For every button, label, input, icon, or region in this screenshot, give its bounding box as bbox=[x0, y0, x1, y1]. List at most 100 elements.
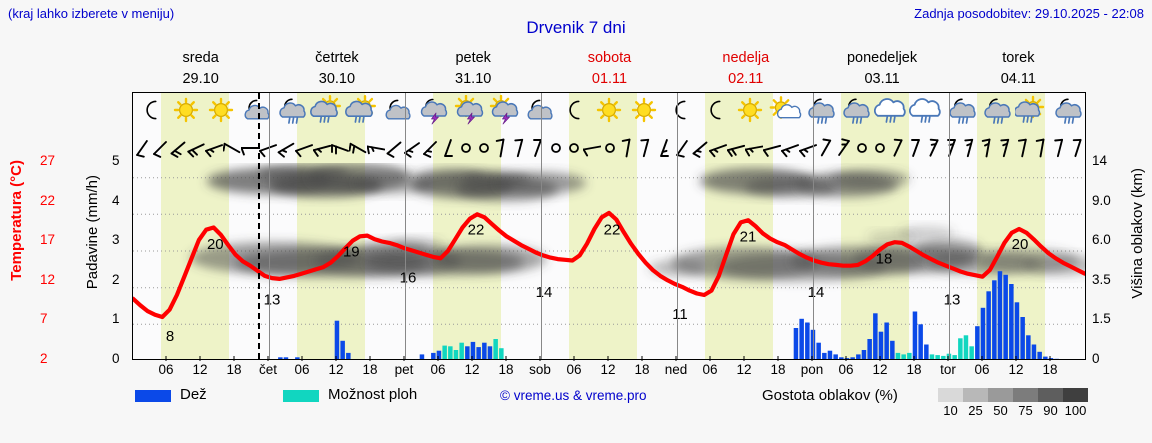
day-separator-1 bbox=[269, 93, 270, 359]
moon-cloud-rain-icon bbox=[1050, 93, 1085, 131]
showers-legend-swatch bbox=[283, 390, 319, 402]
cloud-sun-rain-icon bbox=[345, 93, 380, 131]
day-date: 29.10 bbox=[182, 71, 219, 88]
wind-barb bbox=[637, 131, 655, 163]
x-tick-13: 12 bbox=[600, 362, 616, 377]
wind-barb bbox=[871, 131, 889, 163]
day-name: sreda bbox=[182, 50, 219, 66]
moon-icon bbox=[133, 93, 168, 131]
day-header-4: nedelja 02.11 bbox=[677, 48, 813, 92]
location-menu-note: (kraj lahko izberete v meniju) bbox=[8, 6, 175, 21]
wind-barb bbox=[205, 131, 223, 163]
sun-icon bbox=[733, 93, 768, 131]
cloud-density-step-0 bbox=[938, 388, 963, 402]
wind-barb bbox=[547, 131, 565, 163]
wind-barb bbox=[493, 131, 511, 163]
current-time-marker bbox=[257, 93, 260, 359]
wind-barb bbox=[907, 131, 925, 163]
wind-barb bbox=[799, 131, 817, 163]
wind-barb bbox=[511, 131, 529, 163]
x-tick-7: pet bbox=[394, 362, 414, 377]
x-tick-5: 12 bbox=[328, 362, 344, 377]
wind-barb bbox=[727, 131, 745, 163]
temp-label: 13 bbox=[944, 291, 961, 308]
cloud-cover-field bbox=[189, 163, 1085, 281]
wind-barb bbox=[367, 131, 385, 163]
cloud-ticks-2: 6.0 bbox=[1092, 232, 1111, 248]
cloud-ticks-3: 3.5 bbox=[1092, 271, 1111, 287]
wind-barb bbox=[565, 131, 583, 163]
cloud-density-tick-1: 25 bbox=[968, 403, 983, 418]
wind-barb bbox=[997, 131, 1015, 163]
day-separator-2 bbox=[405, 93, 406, 359]
day-header-1: četrtek 30.10 bbox=[268, 48, 404, 92]
moon-icon bbox=[697, 93, 732, 131]
cloud-density-step-4 bbox=[1038, 388, 1063, 402]
moon-cloud-rain-icon bbox=[838, 93, 873, 131]
day-date: 02.11 bbox=[728, 71, 764, 88]
temp-label: 20 bbox=[1012, 236, 1029, 253]
moon-cloud-rain-icon bbox=[803, 93, 838, 131]
day-name: nedelja bbox=[722, 50, 770, 66]
x-tick-15: ned bbox=[664, 362, 688, 377]
wind-barb bbox=[961, 131, 979, 163]
temperature-value-labels: 8 20 13 19 16 22 14 22 11 21 14 18 13 20 bbox=[166, 221, 1029, 345]
wind-barb bbox=[817, 131, 835, 163]
temperature-line bbox=[133, 210, 1085, 320]
x-tick-19: pon bbox=[800, 362, 824, 377]
wind-barb bbox=[187, 131, 205, 163]
x-tick-3: čet bbox=[258, 362, 278, 377]
temp-ticks-2: 17 bbox=[40, 232, 56, 248]
day-separator-6 bbox=[949, 93, 950, 359]
wind-barb bbox=[169, 131, 187, 163]
temp-label: 11 bbox=[672, 306, 688, 323]
wind-barb bbox=[133, 131, 151, 163]
temp-label: 16 bbox=[400, 269, 417, 286]
temp-label: 8 bbox=[166, 328, 174, 345]
cloud-rain-icon bbox=[909, 93, 944, 131]
wind-barb bbox=[1051, 131, 1069, 163]
x-tick-12: 06 bbox=[566, 362, 582, 377]
temp-label: 14 bbox=[536, 284, 553, 301]
wind-barb bbox=[241, 131, 259, 163]
sun-cloud-icon bbox=[768, 93, 803, 131]
temp-label: 22 bbox=[604, 221, 621, 238]
moon-icon bbox=[662, 93, 697, 131]
wind-barb bbox=[601, 131, 619, 163]
wind-barb bbox=[457, 131, 475, 163]
moon-cloud-storm-icon bbox=[415, 93, 450, 131]
wind-barb bbox=[385, 131, 403, 163]
day-name: četrtek bbox=[315, 50, 359, 66]
last-update-label: Zadnja posodobitev: 29.10.2025 - 22:08 bbox=[914, 6, 1144, 21]
wind-barb bbox=[673, 131, 691, 163]
wind-barb bbox=[421, 131, 439, 163]
x-tick-22: 18 bbox=[906, 362, 922, 377]
wind-barb bbox=[277, 131, 295, 163]
chart-svg: 8 20 13 19 16 22 14 22 11 21 14 18 13 20 bbox=[133, 163, 1085, 359]
precip-ticks-0: 5 bbox=[112, 153, 120, 168]
x-tick-20: 06 bbox=[838, 362, 854, 377]
x-tick-4: 06 bbox=[294, 362, 310, 377]
cloud-density-scale-ticks: 10 25 50 75 90 100 bbox=[938, 403, 1088, 419]
cloud-ticks-4: 1.5 bbox=[1092, 311, 1111, 327]
x-axis-hour-labels: 06 12 18 čet 06 12 18 pet 06 12 18 sob 06 12 18 ned 06 12… bbox=[132, 356, 1086, 380]
cloud-density-step-2 bbox=[988, 388, 1013, 402]
day-header-5: ponedeljek 03.11 bbox=[813, 48, 949, 92]
precip-ticks-4: 1 bbox=[112, 311, 120, 327]
temp-label: 18 bbox=[876, 251, 893, 268]
day-separator-5 bbox=[813, 93, 814, 359]
wind-barb bbox=[655, 131, 673, 163]
x-tick-0: 06 bbox=[158, 362, 174, 377]
day-header-2: petek 31.10 bbox=[404, 48, 541, 92]
showers-legend-label: Možnost ploh bbox=[328, 386, 418, 403]
x-tick-23: tor bbox=[940, 362, 956, 377]
day-separator-3 bbox=[541, 93, 542, 359]
sun-icon bbox=[168, 93, 203, 131]
wind-barb bbox=[691, 131, 709, 163]
moon-cloud-rain-icon bbox=[944, 93, 979, 131]
cloud-density-tick-4: 90 bbox=[1043, 403, 1058, 418]
sun-cloud-storm-icon bbox=[450, 93, 485, 131]
x-tick-9: 12 bbox=[464, 362, 480, 377]
wind-barb bbox=[1033, 131, 1051, 163]
x-axis-ticks bbox=[165, 356, 1051, 361]
